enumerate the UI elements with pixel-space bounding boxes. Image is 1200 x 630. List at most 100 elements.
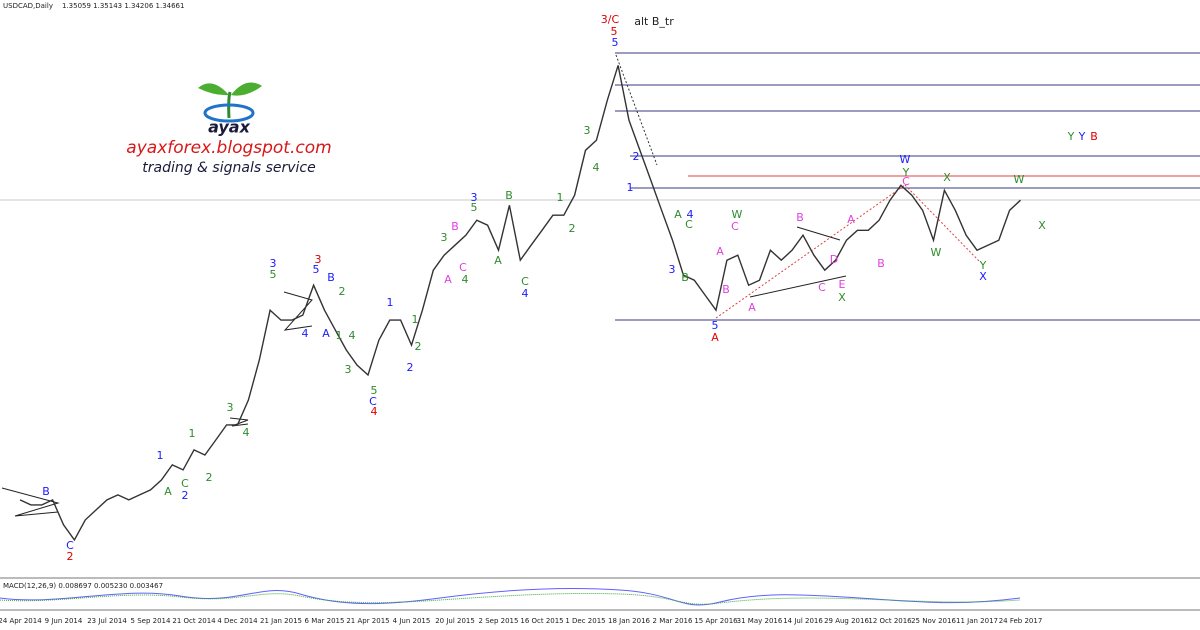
wave-label: 4 xyxy=(371,405,378,418)
wave-label: 1 xyxy=(412,313,419,326)
wave-label: B xyxy=(327,271,335,284)
x-tick-label: 21 Jan 2015 xyxy=(260,617,302,625)
wave-label: Y xyxy=(1067,130,1075,143)
x-tick-label: 20 Jul 2015 xyxy=(435,617,475,625)
wave-label: 5 xyxy=(471,201,478,214)
chart-title: USDCAD,Daily xyxy=(3,2,53,10)
logo-tagline: trading & signals service xyxy=(142,160,315,176)
x-tick-label: 2 Mar 2016 xyxy=(653,617,693,625)
wave-label: 2 xyxy=(407,361,414,374)
wave-label: 4 xyxy=(593,161,600,174)
x-tick-label: 24 Feb 2017 xyxy=(999,617,1043,625)
logo-site: ayaxforex.blogspot.com xyxy=(126,138,331,158)
x-tick-label: 18 Jan 2016 xyxy=(608,617,651,625)
x-tick-label: 9 Jun 2014 xyxy=(45,617,83,625)
wave-label: E xyxy=(839,278,846,291)
x-tick-label: 21 Apr 2015 xyxy=(346,617,389,625)
x-tick-label: 25 Nov 2016 xyxy=(911,617,956,625)
wave-label: B xyxy=(722,283,730,296)
wave-label: C xyxy=(181,477,189,490)
wave-label: 2 xyxy=(206,471,213,484)
x-tick-label: 24 Apr 2014 xyxy=(0,617,42,625)
chart-subtitle: 1.35059 1.35143 1.34206 1.34661 xyxy=(62,2,184,10)
wave-label: 1 xyxy=(336,329,343,342)
wave-label: 5 xyxy=(270,268,277,281)
wave-label: 1 xyxy=(557,191,564,204)
wave-label: B xyxy=(451,220,459,233)
wave-label: C xyxy=(685,218,693,231)
x-tick-label: 4 Jun 2015 xyxy=(393,617,431,625)
wave-label: C xyxy=(521,275,529,288)
wave-label: C xyxy=(66,539,74,552)
wave-label: 5 xyxy=(611,25,618,38)
x-tick-label: 29 Aug 2016 xyxy=(824,617,869,625)
wave-label: D xyxy=(830,253,838,266)
wave-label: 4 xyxy=(349,329,356,342)
x-tick-label: 11 Jan 2017 xyxy=(956,617,998,625)
x-tick-label: 12 Oct 2016 xyxy=(868,617,912,625)
x-tick-label: 1 Dec 2015 xyxy=(565,617,605,625)
x-tick-label: 16 Oct 2015 xyxy=(520,617,563,625)
wave-label: A xyxy=(444,273,452,286)
wave-label: 4 xyxy=(243,426,250,439)
wave-label: X xyxy=(943,171,951,184)
wave-label: A xyxy=(847,213,855,226)
wave-label: C xyxy=(818,281,826,294)
wave-label: A xyxy=(674,208,682,221)
trend-lines xyxy=(615,54,981,319)
wave-label: 4 xyxy=(522,287,529,300)
wave-label: 5 xyxy=(371,384,378,397)
wave-label: A xyxy=(748,301,756,314)
wave-label: 3/C xyxy=(601,13,620,26)
logo: ayax ayaxforex.blogspot.com trading & si… xyxy=(126,82,332,176)
wave-label: 2 xyxy=(182,489,189,502)
wave-label: 1 xyxy=(627,181,634,194)
wave-label: X xyxy=(979,270,987,283)
wave-label: X xyxy=(838,291,846,304)
wave-label: 3 xyxy=(345,363,352,376)
wave-label: 3 xyxy=(441,231,448,244)
indicator-label: MACD(12,26,9) 0.008697 0.005230 0.003467 xyxy=(3,582,163,590)
wave-label: 3 xyxy=(270,257,277,270)
x-tick-label: 2 Sep 2015 xyxy=(479,617,519,625)
x-tick-label: 31 May 2016 xyxy=(737,617,783,625)
wave-label: 4 xyxy=(687,208,694,221)
wave-label: 5 xyxy=(313,263,320,276)
wave-label: C xyxy=(369,395,377,408)
wave-label: 2 xyxy=(67,550,74,563)
wave-label: B xyxy=(1090,130,1098,143)
x-tick-label: 14 Jul 2016 xyxy=(783,617,823,625)
wave-label: 4 xyxy=(302,327,309,340)
wave-label: B xyxy=(505,189,513,202)
wave-label: C xyxy=(902,175,910,188)
wave-label: 2 xyxy=(569,222,576,235)
wave-label: 3 xyxy=(315,253,322,266)
wave-label: 1 xyxy=(189,427,196,440)
price-line xyxy=(19,65,1021,542)
wave-label: A xyxy=(716,245,724,258)
pattern-lines xyxy=(1,226,847,517)
level-lines xyxy=(615,52,1200,321)
macd-lines xyxy=(0,587,1021,606)
wave-label: Y xyxy=(1078,130,1086,143)
x-tick-label: 15 Apr 2016 xyxy=(694,617,738,625)
wave-label: Y xyxy=(902,166,910,179)
wave-label: W xyxy=(900,153,911,166)
wave-label: 2 xyxy=(633,150,640,163)
wave-label: 1 xyxy=(387,296,394,309)
wave-label: A xyxy=(322,327,330,340)
wave-label: 4 xyxy=(462,273,469,286)
wave-label: 2 xyxy=(339,285,346,298)
wave-label: Y xyxy=(979,259,987,272)
wave-label: C xyxy=(731,220,739,233)
wave-label: B xyxy=(42,485,50,498)
x-tick-label: 5 Sep 2014 xyxy=(131,617,171,625)
wave-label: C xyxy=(459,261,467,274)
wave-label: 5 xyxy=(612,36,619,49)
wave-label: 3 xyxy=(471,191,478,204)
wave-label: B xyxy=(681,271,689,284)
logo-name: ayax xyxy=(208,118,251,137)
wave-label: 3 xyxy=(584,124,591,137)
